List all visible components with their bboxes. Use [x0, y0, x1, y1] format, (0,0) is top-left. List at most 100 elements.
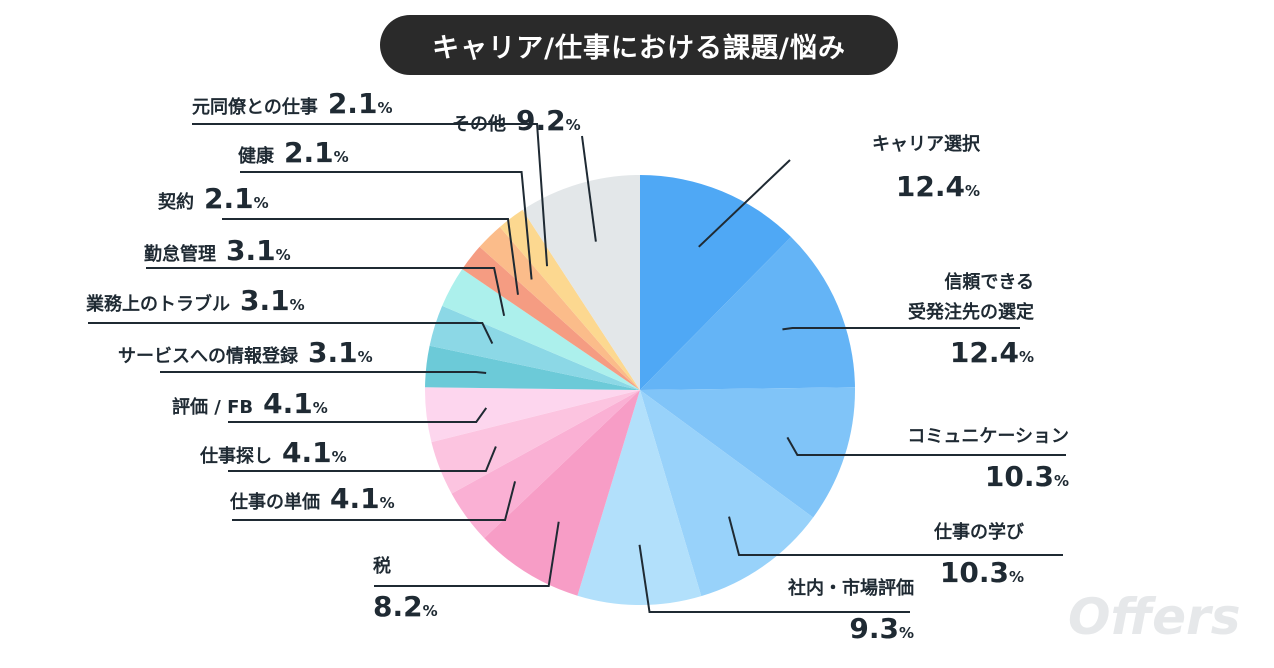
slice-value: 2.1 — [204, 182, 254, 215]
leader-line — [782, 327, 1020, 331]
slice-label: 元同僚との仕事 — [192, 97, 318, 118]
percent-unit: % — [377, 99, 393, 117]
label-other: その他 9.2% — [452, 104, 581, 137]
slice-value: 2.1 — [327, 87, 378, 120]
pie-slice — [499, 209, 640, 390]
pie-slice — [425, 345, 640, 390]
label-contract: 契約 2.1% — [158, 182, 269, 215]
pie-slice — [431, 390, 640, 494]
percent-unit: % — [331, 448, 347, 466]
percent-unit: % — [1008, 568, 1024, 586]
slice-value: 10.3 — [939, 556, 1009, 589]
slice-label: 社内・市場評価 — [788, 578, 914, 599]
pie-slice — [451, 390, 640, 539]
slice-value: 4.1 — [282, 436, 332, 469]
label-evaluation: 社内・市場評価 9.3% — [788, 574, 914, 645]
label-business-trouble: 業務上のトラブル 3.1% — [86, 284, 305, 317]
percent-unit: % — [289, 296, 305, 314]
slice-value: 2.1 — [284, 136, 334, 169]
slice-value: 3.1 — [308, 336, 358, 369]
pie-slice — [425, 387, 640, 443]
label-former-colleague: 元同僚との仕事 2.1% — [192, 87, 392, 120]
percent-unit: % — [565, 116, 581, 134]
slice-value: 4.1 — [330, 482, 380, 515]
slice-label-line1: 信頼できる — [944, 272, 1034, 293]
leader-line — [728, 516, 1063, 556]
label-health: 健康 2.1% — [238, 136, 349, 169]
slice-label: 契約 — [158, 192, 194, 213]
slice-label: 業務上のトラブル — [86, 294, 230, 315]
slice-value: 9.3 — [849, 612, 899, 645]
percent-unit: % — [253, 194, 269, 212]
pie-slice — [522, 175, 640, 390]
leader-line — [240, 171, 533, 280]
slice-label: 評価 / FB — [172, 397, 254, 418]
leader-line — [374, 521, 560, 587]
label-job-search: 仕事探し 4.1% — [200, 436, 347, 469]
slice-label: 健康 — [238, 146, 274, 167]
pie-slice — [577, 390, 702, 605]
label-trusted-partner: 信頼できる 受発注先の選定 12.4% — [908, 268, 1034, 369]
label-evaluation-fb: 評価 / FB 4.1% — [172, 387, 328, 420]
slice-value: 9.2 — [516, 104, 566, 137]
pie-slice — [429, 305, 640, 390]
leader-line — [222, 218, 519, 295]
label-work-learning: 仕事の学び 10.3% — [934, 518, 1024, 589]
pie-slice — [640, 237, 855, 390]
leader-line — [192, 123, 549, 267]
leader-line — [146, 267, 506, 317]
leader-line — [581, 135, 597, 242]
percent-unit: % — [312, 399, 328, 417]
slice-value: 12.4 — [949, 336, 1019, 369]
slice-value: 8.2 — [373, 590, 423, 623]
label-work-rate: 仕事の単価 4.1% — [230, 482, 395, 515]
leader-line — [786, 436, 1066, 456]
slice-value: 4.1 — [263, 387, 313, 420]
label-career-choice: キャリア選択 12.4% — [872, 130, 980, 203]
slice-label: 仕事探し — [200, 446, 272, 467]
percent-unit: % — [275, 246, 291, 264]
percent-unit: % — [333, 148, 349, 166]
leader-line — [160, 371, 487, 375]
pie-slice — [479, 226, 640, 390]
slice-label: コミュニケーション — [907, 426, 1069, 447]
percent-unit: % — [379, 494, 395, 512]
pie-slice — [462, 246, 640, 390]
leader-line — [638, 544, 910, 613]
offers-watermark: Offers — [1068, 588, 1241, 646]
label-service-registration: サービスへの情報登録 3.1% — [118, 336, 373, 369]
chart-title: キャリア/仕事における課題/悩み — [380, 15, 898, 75]
leader-line — [88, 322, 494, 344]
percent-unit: % — [422, 602, 438, 620]
percent-unit: % — [1018, 348, 1034, 366]
slice-value: 12.4 — [895, 170, 965, 203]
percent-unit: % — [357, 348, 373, 366]
pie-slice — [640, 175, 792, 390]
slice-value: 10.3 — [984, 460, 1054, 493]
label-tax: 税 8.2% — [373, 552, 438, 623]
pie-slice — [640, 387, 856, 518]
slice-value: 3.1 — [240, 284, 290, 317]
slice-label: キャリア選択 — [872, 134, 980, 155]
leader-line — [698, 159, 791, 248]
pie-slice — [442, 269, 640, 390]
percent-unit: % — [964, 182, 980, 200]
slice-value: 3.1 — [226, 234, 276, 267]
slice-label: 税 — [373, 556, 391, 577]
leader-line — [228, 407, 488, 423]
slice-label-line2: 受発注先の選定 — [908, 302, 1034, 323]
label-attendance: 勤怠管理 3.1% — [144, 234, 291, 267]
leader-line — [228, 446, 497, 472]
slice-label: 勤怠管理 — [144, 244, 216, 265]
pie-slice — [484, 390, 640, 596]
label-communication: コミュニケーション 10.3% — [907, 422, 1069, 493]
pie-slice — [640, 390, 814, 597]
leader-line — [232, 481, 517, 521]
slice-label: サービスへの情報登録 — [118, 346, 298, 367]
slice-label: その他 — [452, 114, 506, 135]
slice-label: 仕事の学び — [934, 522, 1024, 543]
percent-unit: % — [898, 624, 914, 642]
percent-unit: % — [1053, 472, 1069, 490]
